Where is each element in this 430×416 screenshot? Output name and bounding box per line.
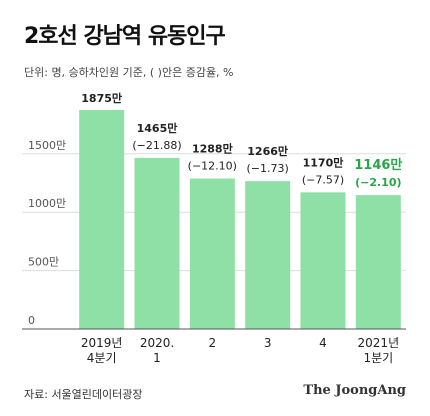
- chart-title: 2호선 강남역 유동인구: [24, 24, 226, 49]
- value-label: 1288만: [192, 142, 233, 156]
- category-label: 3: [264, 336, 272, 350]
- bar: [300, 192, 346, 329]
- bar: [134, 157, 180, 329]
- value-label: 1170만: [303, 155, 344, 169]
- value-label: 1266만: [247, 144, 288, 158]
- change-label: (−2.10): [355, 176, 401, 189]
- y-tick-label: 500만: [28, 256, 59, 269]
- category-label: 2020.: [140, 336, 174, 350]
- bar: [189, 178, 235, 329]
- change-label: (−12.10): [188, 160, 237, 173]
- value-label: 1146만: [354, 157, 402, 173]
- y-tick-label: 1500만: [28, 139, 66, 152]
- category-label: 4분기: [87, 351, 117, 365]
- category-label: 4: [319, 336, 327, 350]
- value-label: 1875만: [81, 91, 122, 105]
- source-note: 자료: 서울열린데이터광장: [24, 388, 143, 401]
- bar: [355, 195, 401, 329]
- category-label: 1분기: [363, 351, 393, 365]
- change-label: (−7.57): [302, 173, 344, 186]
- y-tick-label: 0: [28, 314, 35, 327]
- publisher-logo: The JoongAng: [303, 383, 406, 398]
- change-label: (−1.73): [247, 162, 289, 175]
- change-label: (−21.88): [132, 139, 181, 152]
- category-label: 2019년: [81, 336, 123, 350]
- category-label: 2021년: [358, 336, 400, 350]
- bar: [245, 181, 291, 329]
- chart-subtitle: 단위: 명, 승하차인원 기준, ( )안은 증감율, %: [24, 66, 234, 79]
- category-label: 1: [153, 351, 161, 365]
- y-tick-label: 1000만: [28, 197, 66, 210]
- value-label: 1465만: [137, 121, 178, 135]
- bar: [79, 110, 125, 329]
- category-label: 2: [209, 336, 217, 350]
